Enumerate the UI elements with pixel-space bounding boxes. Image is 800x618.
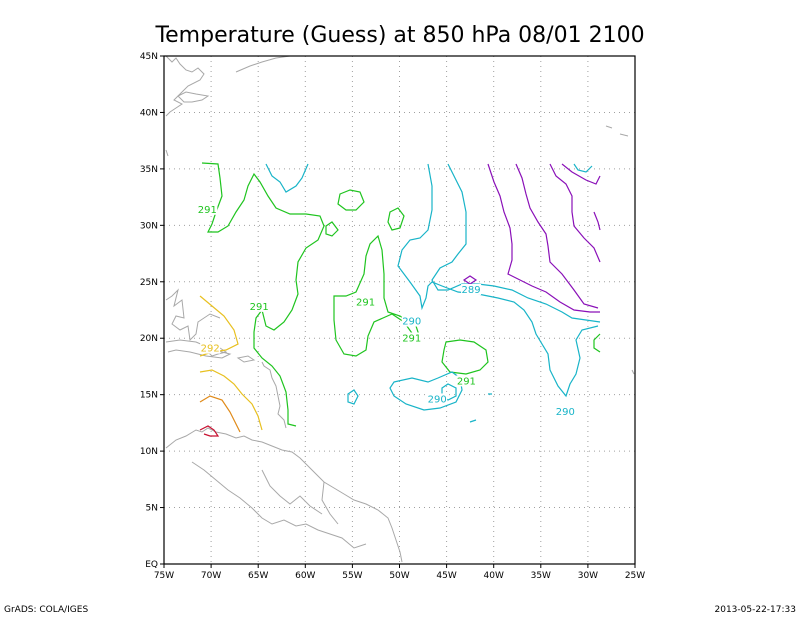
footer-left-credit: GrADS: COLA/IGES (4, 605, 88, 615)
contour-label: 289 (462, 285, 481, 296)
contour-288-purple-6 (462, 275, 478, 285)
contour-291-far-east (593, 333, 601, 353)
y-tick-label: 40N (140, 108, 158, 118)
x-tick-label: 65W (248, 571, 268, 581)
lat-lon-grid (164, 56, 635, 564)
contour-293-orange (199, 395, 241, 433)
coastlines (165, 55, 635, 563)
contour-291-small-2 (387, 207, 405, 231)
contour-label-bg (197, 203, 218, 215)
footer-right-timestamp: 2013-05-22-17:33 (715, 605, 797, 615)
contour-290-ring (389, 371, 463, 411)
contour-label: 290 (428, 394, 447, 405)
x-tick-label: 55W (342, 571, 362, 581)
contour-label-bg (456, 375, 477, 387)
contour-290-dot (469, 393, 492, 423)
contour-290-central (397, 163, 599, 398)
contour-label: 291 (356, 297, 375, 308)
puerto-rico-coast (236, 355, 256, 363)
x-tick-label: 45W (436, 571, 456, 581)
contour-289-top (431, 163, 601, 323)
south-america-coast (165, 427, 403, 563)
x-tick-label: 25W (625, 571, 645, 581)
y-tick-label: 45N (140, 52, 158, 62)
contour-label-bg (401, 315, 422, 327)
contour-288-purple-5 (593, 211, 601, 231)
contour-291-small-1 (337, 189, 365, 211)
y-tick-label: 30N (140, 221, 158, 231)
contour-291-west (201, 162, 325, 427)
x-tick-label: 60W (295, 571, 315, 581)
y-tick-label: 10N (140, 447, 158, 457)
contour-label-bg (555, 405, 576, 417)
x-tick-label: 35W (531, 571, 551, 581)
lesser-antilles (261, 361, 287, 429)
x-tick-label: 30W (578, 571, 598, 581)
map-title: Temperature (Guess) at 850 hPa 08/01 210… (154, 23, 644, 48)
contour-290-inner-2 (347, 389, 359, 405)
contour-label-bg (427, 393, 448, 405)
contour-label: 292 (201, 344, 220, 355)
map-frame (163, 55, 636, 565)
contour-294-red (199, 425, 220, 437)
contour-292-yellow-2 (199, 369, 263, 431)
y-tick-label: 5N (146, 504, 158, 514)
x-tick-label: 70W (201, 571, 221, 581)
cuba-coast (165, 339, 232, 359)
north-america-coast (165, 55, 291, 342)
contour-label-bg (249, 300, 270, 312)
contour-label: 291 (250, 302, 269, 313)
contour-label: 291 (402, 333, 421, 344)
y-tick-label: 25N (140, 278, 158, 288)
y-tick-label: 35N (140, 165, 158, 175)
contour-288-purple-3 (549, 163, 601, 263)
contour-288-purple-4 (561, 163, 601, 185)
contour-label-bg (200, 342, 221, 354)
contour-label: 290 (402, 317, 421, 328)
contour-291-east (441, 339, 489, 375)
contour-labels: 291 291 291 291 291 292 289 290 290 290 (197, 203, 576, 418)
x-tick-label: 75W (154, 571, 174, 581)
north-atlantic-islands (605, 125, 635, 375)
contour-label: 291 (198, 205, 217, 216)
contour-label: 291 (457, 376, 476, 387)
contour-label-bg (355, 296, 376, 308)
contour-label: 290 (556, 407, 575, 418)
contour-290-top-left (265, 163, 309, 193)
contour-label-bg (461, 283, 482, 295)
contour-label-bg (401, 332, 422, 344)
x-tick-label: 40W (484, 571, 504, 581)
axis-tick-labels: 75W 70W 65W 60W 55W 50W 45W 40W 35W 30W 25W EQ 5N 10N… (140, 52, 645, 581)
contour-288-purple-2 (515, 163, 599, 309)
temperature-contours (199, 162, 601, 437)
contour-288-purple-1 (487, 163, 600, 313)
contour-291-small-3 (325, 221, 339, 237)
south-america-rivers (191, 461, 367, 549)
y-tick-label: 15N (140, 391, 158, 401)
x-tick-label: 50W (389, 571, 409, 581)
y-tick-label: 20N (140, 334, 158, 344)
contour-289-small (573, 163, 593, 173)
y-tick-label: EQ (145, 560, 158, 570)
